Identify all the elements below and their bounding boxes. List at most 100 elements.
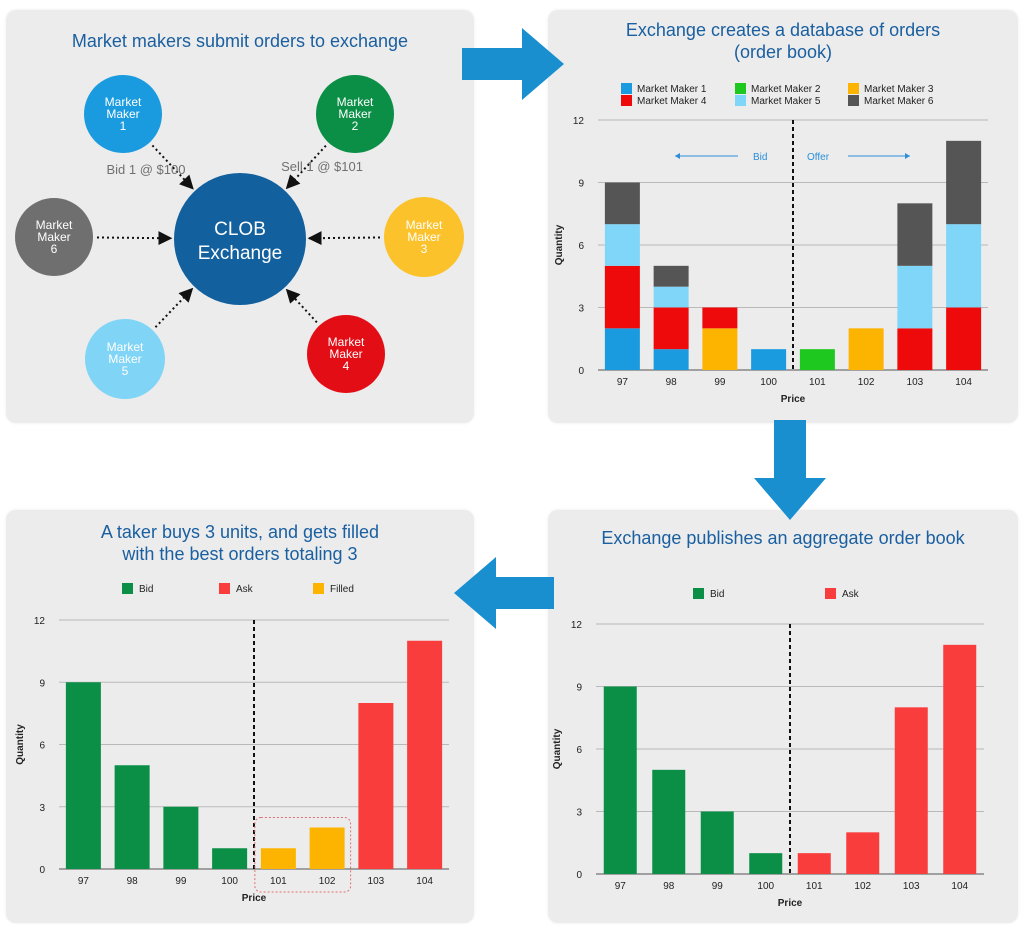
bar — [407, 640, 443, 869]
y-axis-label: Quantity — [15, 724, 26, 765]
bar — [943, 644, 977, 874]
x-tick-label: 102 — [854, 881, 871, 892]
bar-segment — [897, 265, 933, 329]
bar — [65, 682, 101, 869]
bar-segment — [653, 265, 689, 287]
bar-segment — [848, 328, 884, 370]
legend-label: Ask — [842, 589, 860, 600]
legend-swatch — [621, 95, 632, 106]
x-tick-label: 98 — [666, 377, 678, 388]
bar-segment — [897, 203, 933, 266]
bar — [163, 806, 199, 869]
node-label: Market — [337, 95, 374, 109]
bar — [846, 832, 880, 874]
panel-order-book: Exchange creates a database of orders (o… — [548, 10, 1018, 423]
legend-label: Market Maker 1 — [637, 84, 707, 95]
clob-exchange-node: CLOB Exchange — [174, 173, 306, 305]
bar-segment — [604, 265, 640, 329]
bid-annotation: Bid — [753, 152, 767, 163]
node-label: 2 — [352, 119, 359, 133]
bar-segment — [653, 307, 689, 350]
bar — [749, 853, 783, 874]
y-tick-label: 3 — [39, 803, 45, 814]
panel-title-line-1: A taker buys 3 units, and gets filled — [100, 522, 380, 542]
x-tick-label: 103 — [903, 881, 920, 892]
y-tick-label: 0 — [578, 366, 584, 377]
legend-label: Ask — [236, 584, 254, 595]
x-tick-label: 101 — [806, 881, 823, 892]
bar — [114, 765, 150, 869]
node-label: Maker — [106, 107, 139, 121]
legend-swatch — [122, 583, 133, 594]
bar-segment — [604, 224, 640, 266]
y-tick-label: 9 — [39, 678, 45, 689]
connector-arrow-mm5 — [154, 287, 194, 328]
x-tick-label: 101 — [270, 876, 287, 887]
connector-arrow-mm3 — [307, 231, 381, 246]
x-tick-label: 104 — [416, 876, 433, 887]
panel-title-line-1: Exchange creates a database of orders — [625, 20, 941, 40]
panel-title-line-2: with the best orders totaling 3 — [122, 544, 358, 564]
bar-segment — [702, 328, 738, 370]
center-label-line-1: CLOB — [214, 219, 266, 240]
bar — [212, 848, 248, 869]
market-maker-network: MarketMaker1MarketMaker2MarketMaker3Mark… — [15, 75, 464, 399]
node-label: Market — [107, 340, 144, 354]
legend-swatch — [735, 95, 746, 106]
bar — [260, 848, 296, 869]
bar-segment — [604, 182, 640, 225]
x-tick-label: 99 — [714, 377, 726, 388]
legend-label: Bid — [710, 589, 724, 600]
legend-label: Bid — [139, 584, 153, 595]
connector-arrow-mm4 — [285, 288, 318, 324]
stacked-bar-chart: Market Maker 1 Market Maker 2 Market Maker… — [554, 83, 988, 405]
legend-label: Filled — [330, 584, 354, 595]
legend-swatch — [313, 583, 324, 594]
connector-arrow-mm6 — [96, 231, 173, 246]
legend-label: Market Maker 6 — [864, 96, 934, 107]
x-tick-label: 102 — [858, 377, 875, 388]
legend-swatch — [848, 95, 859, 106]
node-label: Market — [36, 218, 73, 232]
x-tick-label: 98 — [127, 876, 139, 887]
arrow-left-icon — [454, 557, 554, 629]
legend-label: Market Maker 2 — [751, 84, 821, 95]
legend-label: Market Maker 3 — [864, 84, 934, 95]
y-tick-label: 6 — [576, 745, 582, 756]
x-tick-label: 103 — [907, 377, 924, 388]
bar-segment — [702, 307, 738, 329]
aggregate-bar-chart: Bid Ask 0 3 6 9 12 Price Quantity 97 98 99 100 101 102… — [552, 588, 984, 909]
legend-swatch — [848, 83, 859, 94]
x-tick-label: 99 — [712, 881, 724, 892]
x-tick-label: 103 — [368, 876, 385, 887]
x-tick-label: 101 — [809, 377, 826, 388]
x-axis-label: Price — [781, 394, 806, 405]
node-label: Maker — [329, 347, 362, 361]
y-tick-label: 12 — [34, 616, 46, 627]
bar — [797, 853, 831, 874]
y-tick-label: 0 — [39, 865, 45, 876]
node-label: 3 — [421, 242, 428, 256]
node-label: Market — [328, 335, 365, 349]
bar-segment — [946, 307, 982, 370]
x-tick-label: 100 — [757, 881, 774, 892]
x-tick-label: 104 — [955, 377, 972, 388]
x-axis-label: Price — [778, 898, 803, 909]
bar — [894, 707, 928, 874]
x-tick-label: 102 — [319, 876, 336, 887]
panel-title-line-2: (order book) — [733, 42, 833, 62]
y-tick-label: 3 — [576, 808, 582, 819]
y-tick-label: 6 — [578, 241, 584, 252]
bar-segment — [751, 349, 787, 370]
legend-swatch — [621, 83, 632, 94]
x-tick-label: 100 — [221, 876, 238, 887]
y-tick-label: 3 — [578, 304, 584, 315]
y-axis-label: Quantity — [554, 224, 565, 265]
node-label: 5 — [122, 364, 129, 378]
y-tick-label: 9 — [578, 179, 584, 190]
panel-title: Exchange publishes an aggregate order bo… — [601, 528, 965, 548]
